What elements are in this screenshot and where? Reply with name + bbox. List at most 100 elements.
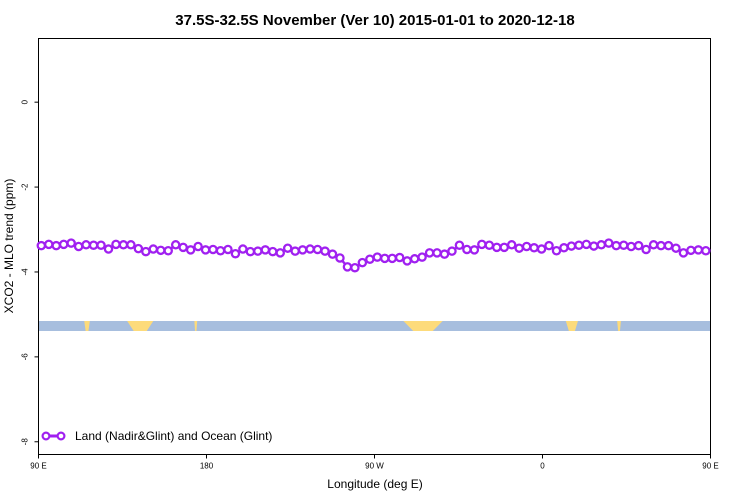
- data-point: [163, 245, 173, 256]
- data-point: [372, 252, 383, 262]
- x-tick-label: 180: [200, 462, 214, 471]
- land-segment: [194, 321, 198, 331]
- data-point: [320, 246, 330, 256]
- data-point: [335, 253, 345, 263]
- y-tick-label: -4: [21, 268, 30, 276]
- data-point: [566, 241, 577, 251]
- data-point: [118, 240, 129, 250]
- data-point: [215, 245, 226, 256]
- data-point: [230, 248, 241, 259]
- data-point: [111, 239, 121, 250]
- data-point: [477, 239, 487, 250]
- chart-title: 37.5S-32.5S November (Ver 10) 2015-01-01…: [175, 12, 574, 29]
- data-point: [454, 240, 465, 250]
- data-point: [357, 257, 368, 268]
- data-point: [88, 240, 99, 250]
- x-axis: 90 E 180 90 W 0 90 E: [30, 454, 719, 471]
- data-point: [312, 244, 323, 255]
- data-point: [36, 240, 47, 251]
- data-point: [387, 253, 397, 264]
- data-point: [126, 240, 136, 250]
- data-point: [701, 245, 711, 256]
- data-point: [492, 242, 502, 253]
- data-point: [44, 239, 54, 250]
- data-point: [185, 245, 196, 255]
- data-point: [253, 246, 263, 256]
- data-point: [409, 254, 420, 264]
- data-point: [462, 244, 472, 255]
- data-point: [103, 244, 114, 254]
- data-point: [618, 240, 629, 250]
- data-point: [686, 245, 696, 256]
- data-point: [439, 249, 450, 259]
- data-point: [170, 240, 181, 250]
- x-tick-label: 90 E: [30, 462, 46, 471]
- data-point: [432, 248, 442, 258]
- data-point: [327, 249, 338, 259]
- data-point: [290, 246, 300, 256]
- data-point: [148, 244, 159, 254]
- data-point: [641, 244, 651, 255]
- data-point: [581, 239, 592, 250]
- x-tick-label: 90 W: [365, 462, 384, 471]
- data-point: [96, 240, 106, 250]
- data-point: [626, 241, 636, 252]
- data-point: [633, 240, 644, 251]
- y-tick-label: -6: [21, 353, 30, 361]
- y-tick-label: -2: [21, 183, 30, 191]
- data-point: [424, 248, 435, 258]
- data-point: [58, 239, 69, 250]
- data-point: [297, 245, 308, 255]
- data-point: [156, 245, 166, 256]
- data-point: [671, 243, 681, 253]
- data-point: [380, 253, 390, 264]
- y-axis: 0 -2 -4 -6 -8: [21, 99, 39, 445]
- data-point: [469, 245, 480, 255]
- x-axis-label: Longitude (deg E): [327, 477, 422, 491]
- data-point: [394, 252, 405, 263]
- data-point: [51, 240, 61, 251]
- data-point: [208, 244, 218, 255]
- data-point: [365, 254, 375, 264]
- ocean-band: [38, 321, 711, 331]
- data-point: [484, 240, 495, 250]
- map-strip: [38, 321, 711, 331]
- land-segment: [403, 321, 443, 331]
- data-point: [238, 244, 248, 254]
- data-point: [678, 248, 689, 258]
- data-point: [521, 241, 532, 252]
- data-point: [73, 241, 84, 252]
- data-point: [656, 240, 666, 251]
- data-point: [402, 256, 412, 266]
- data-point: [648, 240, 659, 250]
- data-point: [506, 240, 517, 250]
- data-point: [559, 243, 569, 253]
- data-point: [200, 245, 211, 255]
- data-point: [604, 238, 614, 248]
- x-tick-label: 90 E: [702, 462, 718, 471]
- land-segment: [127, 321, 154, 331]
- land-segment: [617, 321, 621, 331]
- data-point: [350, 262, 360, 273]
- data-point: [305, 244, 315, 254]
- data-point: [663, 240, 674, 251]
- data-point: [589, 241, 599, 251]
- data-point: [66, 238, 76, 248]
- y-axis-label: XCO2 - MLO trend (ppm): [2, 179, 16, 314]
- data-point: [282, 243, 293, 253]
- land-segment: [565, 321, 578, 331]
- data-point: [193, 241, 203, 252]
- data-point: [268, 246, 278, 257]
- data-point: [693, 245, 704, 255]
- data-point: [178, 242, 188, 253]
- data-point: [141, 246, 151, 257]
- data-point: [611, 240, 621, 251]
- legend: Land (Nadir&Glint) and Ocean (Glint): [41, 429, 272, 443]
- data-point: [551, 245, 562, 256]
- data-point: [574, 240, 584, 250]
- data-point: [514, 243, 524, 253]
- land-segment: [84, 321, 90, 331]
- data-point: [245, 246, 256, 257]
- data-point: [536, 244, 547, 254]
